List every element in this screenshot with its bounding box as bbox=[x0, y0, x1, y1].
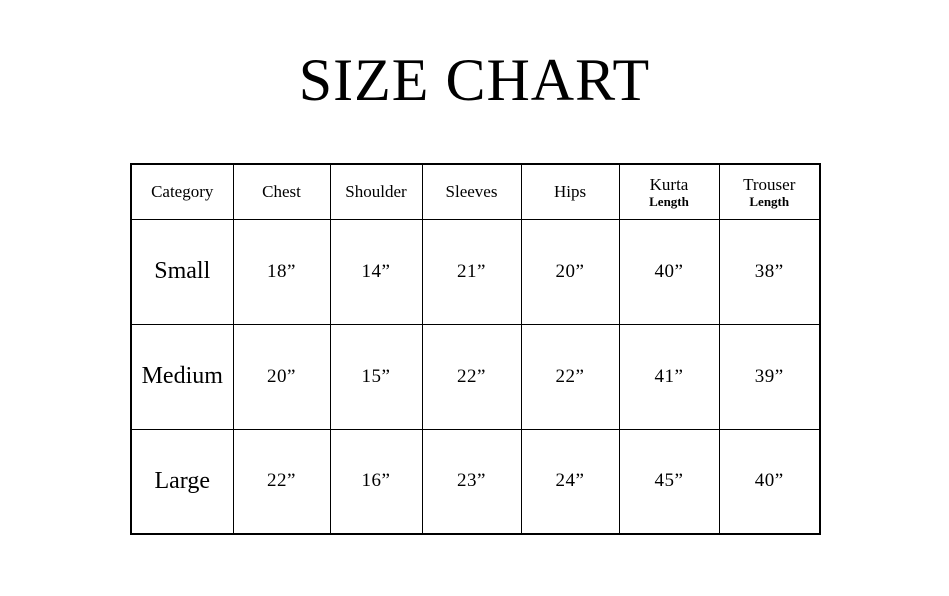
column-header-label: Kurta bbox=[649, 174, 689, 194]
column-header-sublabel: Length bbox=[649, 194, 689, 210]
column-header-hips: Hips bbox=[520, 163, 620, 220]
measurement-cell-kurta-length: 40” bbox=[618, 218, 720, 325]
measurement-cell-kurta-length: 41” bbox=[618, 323, 720, 430]
size-chart-table: Category Chest Shoulder Sleeves Hips bbox=[130, 163, 821, 535]
page-title: SIZE CHART bbox=[298, 47, 651, 113]
measurement-cell-chest: 20” bbox=[232, 323, 331, 430]
size-row-medium: Medium 20” 15” 22” 22” 41” 39” bbox=[130, 323, 821, 430]
header-row: Category Chest Shoulder Sleeves Hips bbox=[130, 163, 821, 220]
column-header-shoulder: Shoulder bbox=[329, 163, 423, 220]
measurement-cell-sleeves: 21” bbox=[421, 218, 522, 325]
column-header-sublabel: Length bbox=[749, 194, 790, 210]
category-cell: Medium bbox=[130, 323, 234, 430]
column-header-label: Sleeves bbox=[445, 182, 498, 202]
measurement-cell-shoulder: 14” bbox=[329, 218, 423, 325]
column-header-sleeves: Sleeves bbox=[421, 163, 522, 220]
measurement-cell-kurta-length: 45” bbox=[618, 428, 720, 535]
column-header-label: Category bbox=[151, 182, 214, 202]
measurement-cell-trouser-length: 39” bbox=[718, 323, 821, 430]
column-header-label: Shoulder bbox=[345, 182, 407, 202]
column-header-trouser-length: Trouser Length bbox=[718, 163, 821, 220]
measurement-cell-hips: 20” bbox=[520, 218, 620, 325]
measurement-cell-hips: 24” bbox=[520, 428, 620, 535]
measurement-cell-hips: 22” bbox=[520, 323, 620, 430]
size-row-small: Small 18” 14” 21” 20” 40” 38” bbox=[130, 218, 821, 325]
measurement-cell-chest: 22” bbox=[232, 428, 331, 535]
column-header-label: Hips bbox=[553, 182, 587, 202]
column-header-kurta-length: Kurta Length bbox=[618, 163, 720, 220]
column-header-chest: Chest bbox=[232, 163, 331, 220]
column-header-label: Trouser bbox=[743, 174, 796, 194]
measurement-cell-sleeves: 23” bbox=[421, 428, 522, 535]
measurement-cell-shoulder: 16” bbox=[329, 428, 423, 535]
column-header-category: Category bbox=[130, 163, 234, 220]
measurement-cell-shoulder: 15” bbox=[329, 323, 423, 430]
measurement-cell-sleeves: 22” bbox=[421, 323, 522, 430]
measurement-cell-trouser-length: 38” bbox=[718, 218, 821, 325]
category-cell: Large bbox=[130, 428, 234, 535]
column-header-label: Chest bbox=[262, 182, 301, 202]
category-cell: Small bbox=[130, 218, 234, 325]
measurement-cell-chest: 18” bbox=[232, 218, 331, 325]
size-row-large: Large 22” 16” 23” 24” 45” 40” bbox=[130, 428, 821, 535]
measurement-cell-trouser-length: 40” bbox=[718, 428, 821, 535]
